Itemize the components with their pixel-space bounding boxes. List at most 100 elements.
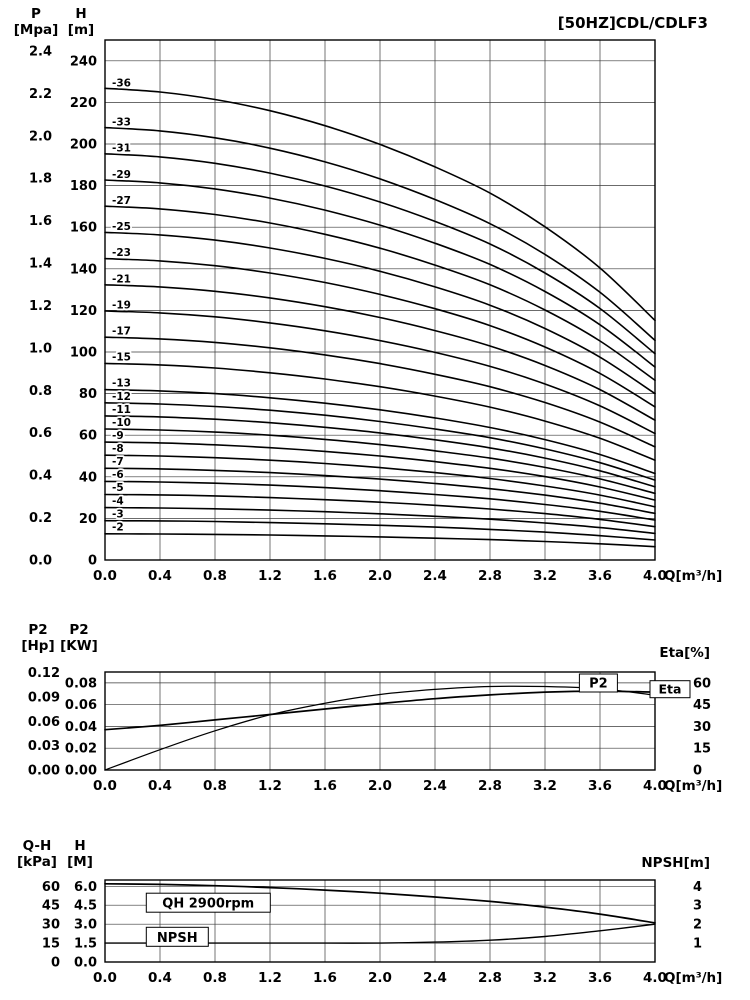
main-pressure-axis-unit: [Mpa] [13, 22, 59, 39]
qh-curve-label: QH 2900rpm [162, 897, 254, 912]
inner-axis-tick-label: 0.08 [65, 676, 97, 691]
x-tick-label: 0.0 [93, 568, 117, 584]
qh-npsh-chart: 0.0 0.4 0.8 1.2 1.6 2.0 2.4 2.8 3.2 3.6 4.0Q[m³/h]… [42, 879, 722, 986]
outer-axis-tick-label: 2.4 [29, 44, 52, 59]
outer-axis-tick-label: 2.2 [29, 87, 52, 102]
curve-p2 [104, 690, 656, 731]
x-tick-label: 3.2 [533, 778, 557, 794]
power-hp-axis-header: P2 [Hp] [14, 622, 62, 654]
eta-curve-label: Eta [659, 682, 682, 697]
x-tick-label: 0.4 [148, 778, 172, 794]
x-tick-label: 2.4 [423, 970, 447, 986]
curve--11 [104, 415, 656, 488]
right-axis-tick-label: 60 [693, 676, 711, 691]
curve--5 [104, 493, 656, 528]
x-tick-label: 0.4 [148, 568, 172, 584]
curve--9 [104, 441, 656, 501]
inner-axis-tick-label: 4.5 [74, 899, 97, 914]
outer-axis-tick-label: 0.00 [28, 764, 60, 779]
x-tick-label: 0.8 [203, 970, 227, 986]
x-tick-label: 1.2 [258, 778, 282, 794]
x-tick-label: 3.6 [588, 568, 612, 584]
inner-axis-tick-label: 40 [79, 470, 97, 485]
stage-curve-label: -36 [112, 77, 131, 89]
plot-frame [104, 671, 656, 771]
power-hp-axis-unit: [Hp] [21, 638, 55, 655]
stage-curve-label: -19 [112, 299, 131, 311]
outer-axis-tick-label: 0.06 [28, 715, 60, 730]
npsh-label-box [145, 926, 209, 947]
qh-curves-chart: 0.0 0.4 0.8 1.2 1.6 2.0 2.4 2.8 3.2 3.6 4.0Q[m³/h]… [29, 39, 722, 584]
stage-curve-label: -8 [112, 443, 124, 455]
outer-axis-tick-label: 0.12 [28, 666, 60, 681]
stage-curve-label: -9 [112, 430, 124, 442]
x-tick-label: 2.8 [478, 568, 502, 584]
p2-label-box [578, 673, 618, 693]
npsh-h-axis-unit: [M] [67, 854, 93, 871]
outer-axis-tick-label: 1.0 [29, 341, 52, 356]
outer-axis-tick-label: 30 [42, 918, 60, 933]
stage-curve-label: -27 [112, 195, 131, 207]
curve--36 [104, 87, 656, 322]
right-axis-tick-label: 45 [693, 698, 711, 713]
curve--3 [104, 519, 656, 541]
x-tick-label: 1.6 [313, 778, 337, 794]
inner-axis-tick-label: 0.02 [65, 742, 97, 757]
eta-axis-header: Eta[%] [659, 645, 710, 661]
outer-axis-tick-label: 15 [42, 937, 60, 952]
inner-axis-tick-label: 200 [70, 138, 97, 153]
chart-title: [50HZ]CDL/CDLF3 [557, 14, 708, 32]
stage-curve-label: -21 [112, 273, 131, 285]
right-axis-tick-label: 15 [693, 742, 711, 757]
x-tick-label: 0.8 [203, 568, 227, 584]
outer-axis-tick-label: 1.8 [29, 172, 52, 187]
curve--23 [104, 257, 656, 408]
inner-axis-tick-label: 80 [79, 387, 97, 402]
outer-axis-tick-label: 60 [42, 880, 60, 895]
outer-axis-tick-label: 0.6 [29, 426, 52, 441]
stage-curve-label: -6 [112, 469, 124, 481]
inner-axis-tick-label: 220 [70, 96, 97, 111]
inner-axis-tick-label: 0 [88, 554, 97, 569]
curve--4 [104, 506, 656, 535]
x-tick-label: 1.2 [258, 970, 282, 986]
inner-axis-tick-label: 100 [70, 346, 97, 361]
inner-axis-tick-label: 0.00 [65, 764, 97, 779]
x-tick-label: 4.0 [643, 568, 667, 584]
curve--31 [104, 153, 656, 355]
x-tick-label: 2.4 [423, 568, 447, 584]
main-pressure-axis-name: P [31, 6, 41, 22]
right-axis-tick-label: 0 [693, 764, 702, 779]
inner-axis-tick-label: 0.06 [65, 698, 97, 713]
stage-curve-label: -23 [112, 247, 131, 259]
curve--17 [104, 336, 656, 448]
main-head-axis-name: H [75, 6, 87, 22]
outer-axis-tick-label: 0.0 [29, 554, 52, 569]
inner-axis-tick-label: 120 [70, 304, 97, 319]
eta-label-box [649, 680, 691, 699]
p2-curve-label: P2 [589, 677, 608, 692]
power-kw-axis-name: P2 [69, 622, 89, 638]
curve--7 [104, 467, 656, 515]
curve--8 [104, 454, 656, 508]
stage-curve-label: -31 [112, 143, 131, 155]
curve--29 [104, 179, 656, 368]
right-axis-tick-label: 4 [693, 880, 702, 895]
x-tick-label: 2.4 [423, 778, 447, 794]
x-axis-unit-label: Q[m³/h] [664, 778, 722, 794]
stage-curve-label: -13 [112, 378, 131, 390]
x-tick-label: 4.0 [643, 970, 667, 986]
outer-axis-tick-label: 1.4 [29, 257, 52, 272]
outer-axis-tick-label: 1.2 [29, 299, 52, 314]
inner-axis-tick-label: 0.0 [74, 956, 97, 971]
stage-curve-label: -7 [112, 456, 124, 468]
curve--33 [104, 126, 656, 342]
x-tick-label: 0.0 [93, 970, 117, 986]
plot-frame [104, 879, 656, 963]
outer-axis-tick-label: 0.4 [29, 469, 52, 484]
outer-axis-tick-label: 1.6 [29, 214, 52, 229]
power-kw-axis-header: P2 [KW] [54, 622, 104, 654]
x-tick-label: 1.6 [313, 568, 337, 584]
inner-axis-tick-label: 6.0 [74, 880, 97, 895]
